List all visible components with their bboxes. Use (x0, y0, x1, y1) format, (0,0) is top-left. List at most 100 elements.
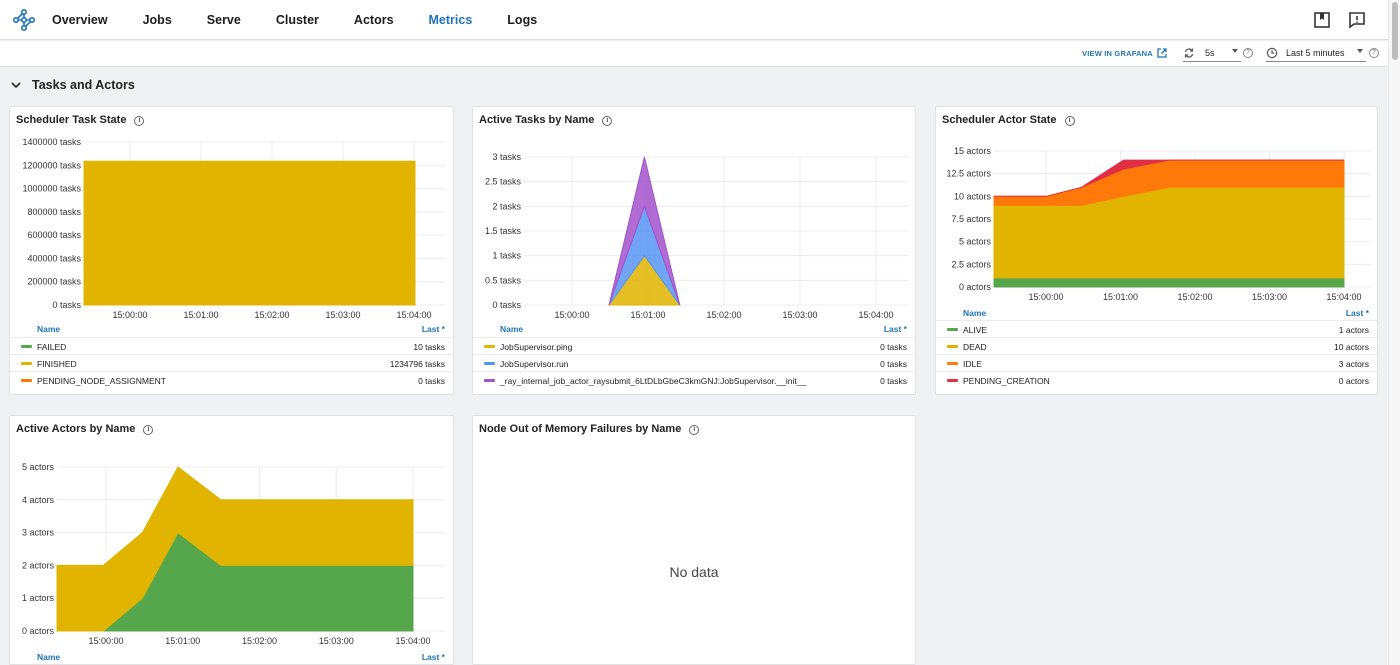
metrics-toolbar: VIEW IN GRAFANA 5s ? Last 5 minutes ? (0, 41, 1388, 67)
chevron-down-icon (1357, 49, 1363, 53)
page-scrollbar[interactable] (1388, 0, 1400, 665)
x-tick-label: 15:02:00 (254, 310, 289, 320)
legend-name-header[interactable]: Name (37, 324, 61, 334)
legend-row-pending-creation[interactable]: PENDING_CREATION 0 actors (936, 371, 1377, 388)
area-series-1[interactable] (56, 466, 414, 632)
y-tick-label: 1200000 tasks (22, 160, 81, 170)
chart-active-tasks-by-name: 3 tasks 2.5 tasks 2 tasks 1.5 tasks 1 tasks 0… (485, 152, 908, 320)
external-link-icon[interactable] (1156, 47, 1168, 59)
y-tick-label: 4 actors (22, 495, 55, 505)
legend-name-header[interactable]: Name (500, 324, 524, 334)
nav-serve[interactable]: Serve (206, 13, 241, 27)
x-tick-label: 15:00:00 (112, 310, 147, 320)
legend-last-header[interactable]: Last * (1345, 308, 1369, 318)
legend-series-value: 3 actors (1338, 359, 1369, 369)
legend-series-name: PENDING_CREATION (963, 376, 1050, 386)
info-icon[interactable]: i (1064, 116, 1075, 126)
y-tick-label: 2 actors (22, 560, 55, 570)
x-tick-label: 15:03:00 (1252, 292, 1287, 302)
time-range-select[interactable]: Last 5 minutes (1266, 44, 1366, 62)
chart-scheduler-task-state: 1400000 tasks 1200000 tasks 1000000 tasks 8… (22, 137, 445, 320)
no-data-message: No data (669, 564, 719, 580)
section-tasks-and-actors[interactable]: Tasks and Actors (10, 77, 135, 93)
y-tick-label: 5 actors (22, 462, 55, 472)
y-tick-label: 600000 tasks (27, 230, 81, 240)
chevron-down-icon[interactable] (10, 79, 22, 91)
refresh-interval-value: 5s (1205, 47, 1215, 58)
legend-row-jobsupervisor-run[interactable]: JobSupervisor.run 0 tasks (473, 354, 915, 371)
panel-scheduler-task-state: Scheduler Task State i 1400000 tasks 12000… (9, 106, 454, 395)
y-tick-label: 0 tasks (492, 300, 521, 310)
refresh-help-icon[interactable]: ? (1243, 48, 1253, 58)
y-tick-label: 12.5 actors (946, 169, 991, 179)
legend-series-value: 0 tasks (880, 376, 907, 386)
y-tick-label: 0 actors (959, 282, 992, 292)
refresh-interval-select[interactable]: 5s (1183, 44, 1241, 62)
y-tick-label: 1000000 tasks (22, 184, 81, 194)
legend-swatch (947, 345, 958, 348)
panel-active-actors-by-name: Active Actors by Name i 5 actors 4 actors 3… (9, 415, 454, 665)
legend-last-header[interactable]: Last * (883, 324, 907, 334)
legend-series-value: 10 tasks (413, 342, 445, 352)
legend-row-jobsupervisor-ping[interactable]: JobSupervisor.ping 0 tasks (473, 337, 915, 354)
y-tick-label: 0 actors (22, 626, 55, 636)
y-tick-label: 1 tasks (492, 251, 521, 261)
info-icon[interactable]: i (143, 425, 154, 435)
legend-series-name: JobSupervisor.ping (500, 342, 573, 352)
time-range-value: Last 5 minutes (1286, 47, 1345, 58)
chart-scheduler-actor-state: 15 actors 12.5 actors 10 actors 7.5 actors 5… (946, 146, 1371, 302)
x-tick-label: 15:01:00 (630, 310, 665, 320)
legend-series-value: 1234796 tasks (389, 359, 445, 369)
y-tick-label: 15 actors (954, 146, 992, 156)
y-tick-label: 3 actors (22, 528, 55, 538)
top-navigation-bar: Overview Jobs Serve Cluster Actors Metri… (0, 0, 1388, 40)
legend-name-header[interactable]: Name (963, 308, 987, 318)
y-tick-label: 2.5 tasks (485, 177, 522, 187)
x-tick-label: 15:02:00 (1177, 292, 1212, 302)
legend-swatch (484, 379, 495, 382)
nav-logs[interactable]: Logs (507, 13, 538, 27)
y-tick-label: 0.5 tasks (485, 275, 522, 285)
scrollbar-thumb[interactable] (1392, 2, 1398, 60)
ray-logo-icon[interactable] (12, 8, 36, 32)
x-tick-label: 15:03:00 (325, 310, 360, 320)
legend-row-pending-node-assignment[interactable]: PENDING_NODE_ASSIGNMENT 0 tasks (10, 371, 453, 388)
x-tick-label: 15:00:00 (88, 636, 123, 646)
legend-row-failed[interactable]: FAILED 10 tasks (10, 337, 453, 354)
nav-items: Overview Jobs Serve Cluster Actors Metri… (52, 0, 572, 40)
nav-metrics[interactable]: Metrics (428, 13, 473, 27)
info-icon[interactable]: i (689, 425, 700, 435)
x-tick-label: 15:01:00 (183, 310, 218, 320)
x-tick-label: 15:03:00 (782, 310, 817, 320)
legend-series-name: _ray_internal_job_actor_raysubmit_6LtDLb… (500, 376, 807, 386)
legend-series-name: JobSupervisor.run (500, 359, 569, 369)
panel-title: Scheduler Task State (16, 114, 127, 126)
area-series-finished[interactable] (83, 160, 416, 306)
feedback-icon[interactable] (1347, 10, 1367, 30)
legend-row-ray-internal-job-actor-raysubmit-6ltdlbgbec3kmgnj-jobsupervisor-init[interactable]: _ray_internal_job_actor_raysubmit_6LtDLb… (473, 371, 915, 388)
legend-swatch (484, 362, 495, 365)
legend-row-finished[interactable]: FINISHED 1234796 tasks (10, 354, 453, 371)
nav-overview[interactable]: Overview (52, 13, 108, 27)
view-in-grafana-link[interactable]: VIEW IN GRAFANA (1082, 49, 1153, 58)
bookmark-icon[interactable] (1312, 10, 1332, 30)
legend-name-header[interactable]: Name (37, 652, 61, 662)
area-series-pending-creation[interactable] (994, 159, 1344, 197)
legend-last-header[interactable]: Last * (421, 324, 445, 334)
y-tick-label: 2.5 actors (951, 259, 991, 269)
area-series-ray-internal-job-actor-raysubmit-6ltdlbgbec3kmgnj-jobsupervisor-init[interactable] (608, 156, 681, 306)
panel-scheduler-actor-state: Scheduler Actor State i 15 actors 12.5 act… (935, 106, 1378, 395)
legend-series-value: 0 tasks (418, 376, 445, 386)
time-range-help-icon[interactable]: ? (1369, 48, 1379, 58)
info-icon[interactable]: i (602, 116, 613, 126)
legend-row-dead[interactable]: DEAD 10 actors (936, 337, 1377, 354)
legend-row-idle[interactable]: IDLE 3 actors (936, 354, 1377, 371)
legend-row-alive[interactable]: ALIVE 1 actors (936, 320, 1377, 337)
nav-actors[interactable]: Actors (353, 13, 394, 27)
nav-jobs[interactable]: Jobs (142, 13, 172, 27)
nav-cluster[interactable]: Cluster (275, 13, 319, 27)
x-tick-label: 15:04:00 (1326, 292, 1361, 302)
info-icon[interactable]: i (134, 116, 145, 126)
area-series-alive[interactable] (993, 277, 1345, 288)
legend-last-header[interactable]: Last * (421, 652, 445, 662)
